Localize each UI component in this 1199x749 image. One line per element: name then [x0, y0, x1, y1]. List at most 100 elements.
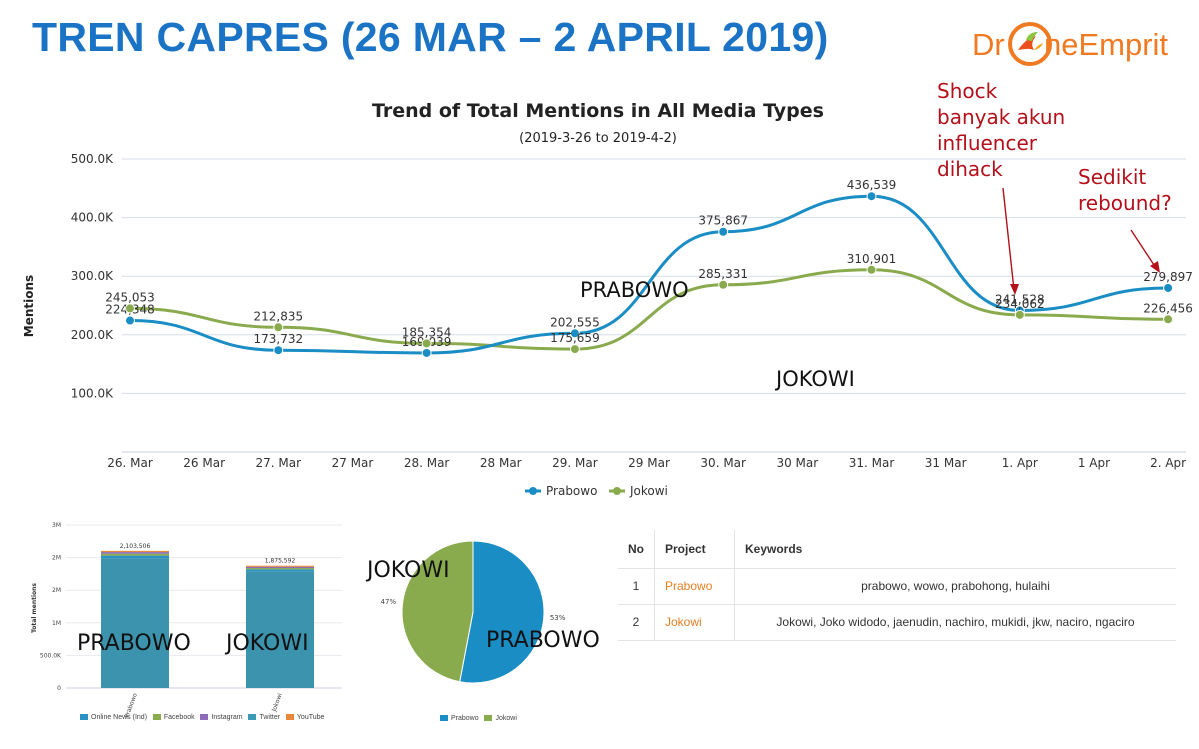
data-label: 173,732 [253, 332, 303, 346]
pie-jokowi-label: JOKOWI [367, 558, 450, 583]
logo-text-right: neEmprit [1044, 27, 1169, 62]
data-label: 436,539 [847, 178, 897, 192]
cell-no: 2 [618, 604, 655, 641]
pie-slice-label: 53% [550, 614, 566, 622]
legend-online-news: Online News (Ind) [80, 714, 147, 721]
rebound-arrowhead [1150, 261, 1160, 273]
x-tick-label: 30. Mar [700, 456, 746, 470]
logo-text-left: Dr [972, 27, 1005, 62]
bar-segment-facebook [101, 553, 169, 556]
bar-legend: Online News (Ind) Facebook Instagram Twi… [80, 714, 324, 721]
data-point [866, 264, 877, 275]
data-label: 241,528 [995, 292, 1045, 306]
x-tick-label: 26 Mar [183, 456, 225, 470]
col-keywords: Keywords [734, 530, 1176, 569]
cell-keywords: Jokowi, Joko widodo, jaenudin, nachiro, … [734, 604, 1176, 641]
bar-y-tick: 1M [52, 620, 61, 627]
legend-instagram: Instagram [200, 714, 243, 721]
pie-legend: Prabowo Jokowi [440, 715, 517, 722]
y-tick-label: 400.0K [71, 211, 114, 225]
line-chart-title: Trend of Total Mentions in All Media Typ… [372, 100, 824, 122]
data-point [1163, 314, 1174, 325]
x-tick-label: 31. Mar [849, 456, 895, 470]
drone-bird-icon [1008, 22, 1052, 66]
data-label: 375,867 [698, 214, 748, 228]
x-tick-label: 30 Mar [776, 456, 818, 470]
bar-segment-facebook [246, 568, 314, 570]
data-point [718, 279, 729, 290]
data-point [421, 347, 432, 358]
keywords-table: No Project Keywords 1 Prabowo prabowo, w… [618, 530, 1176, 641]
data-point [569, 344, 580, 355]
rebound-annotation: Sedikit rebound? [1078, 165, 1172, 215]
table-row: 1 Prabowo prabowo, wowo, prabohong, hula… [618, 568, 1176, 605]
data-label: 226,456 [1143, 301, 1193, 315]
legend-label-prabowo: Prabowo [546, 484, 597, 498]
bar-segment-online-news-ind- [246, 569, 314, 572]
shock-annotation: Shock banyak akun influencer dihack [937, 79, 1066, 181]
pie-slice-label: 47% [381, 598, 397, 606]
legend-jokowi: Jokowi [484, 715, 517, 722]
x-tick-label: 29 Mar [628, 456, 670, 470]
data-label: 185,354 [402, 325, 452, 339]
cell-project: Jokowi [654, 604, 735, 641]
x-tick-label: 29. Mar [552, 456, 598, 470]
bar-y-tick: 0 [57, 685, 61, 692]
data-point [866, 191, 877, 202]
x-tick-label: 26. Mar [107, 456, 153, 470]
cell-keywords: prabowo, wowo, prabohong, hulaihi [734, 568, 1176, 605]
data-label: 202,555 [550, 315, 600, 329]
data-point [421, 338, 432, 349]
bar-y-axis-label: Total mentions [31, 583, 38, 633]
data-point [273, 345, 284, 356]
bar-segment-online-news-ind- [101, 555, 169, 559]
y-tick-label: 300.0K [71, 269, 114, 283]
drone-emprit-logo: Dr neEmprit [972, 22, 1176, 70]
x-tick-label: 1. Apr [1002, 456, 1038, 470]
legend-facebook: Facebook [152, 714, 195, 721]
data-point [125, 303, 135, 314]
data-point [1014, 309, 1025, 320]
data-label: 212,835 [253, 309, 303, 323]
data-label: 245,053 [105, 290, 155, 304]
bar-segment-youtube [101, 550, 169, 553]
x-tick-label: 28 Mar [480, 456, 522, 470]
series-line-prabowo [129, 194, 1169, 355]
shock-arrow [1002, 187, 1015, 291]
x-tick-label: 27. Mar [256, 456, 302, 470]
x-tick-label: 27 Mar [332, 456, 374, 470]
line-chart-subtitle: (2019-3-26 to 2019-4-2) [519, 131, 677, 146]
cell-no: 1 [618, 568, 655, 605]
shock-arrowhead [1010, 284, 1019, 295]
rebound-arrow [1130, 229, 1157, 269]
legend-youtube: YouTube [285, 714, 324, 721]
legend-label-jokowi: Jokowi [629, 484, 668, 498]
pie-slice-jokowi [401, 540, 474, 683]
bar-segment-instagram [101, 552, 169, 554]
jokowi-line-label: JOKOWI [776, 367, 855, 391]
legend-twitter: Twitter [248, 714, 280, 721]
data-point [273, 322, 284, 333]
data-point [1163, 282, 1174, 293]
col-project: Project [654, 530, 735, 569]
data-point [718, 226, 729, 237]
bar-segment-instagram [246, 566, 314, 569]
data-point [569, 328, 580, 339]
y-tick-label: 100.0K [71, 386, 114, 400]
data-label: 279,897 [1143, 270, 1193, 284]
bar-total-label: 2,103,506 [120, 543, 151, 550]
data-label: 310,901 [847, 252, 897, 266]
bar-segment-twitter [101, 558, 169, 688]
legend-marker [529, 487, 537, 495]
table-header-row: No Project Keywords [618, 530, 1176, 569]
bar-jokowi-label: JOKOWI [226, 631, 309, 656]
bar-segment-twitter [246, 571, 314, 688]
bar-y-tick: 500.0K [40, 652, 62, 659]
page-title: TREN CAPRES (26 MAR – 2 APRIL 2019) [32, 14, 829, 60]
table-row: 2 Jokowi Jokowi, Joko widodo, jaenudin, … [618, 604, 1176, 641]
y-tick-label: 500.0K [71, 152, 114, 166]
bar-total-label: 1,875,592 [265, 558, 296, 565]
bar-category-label: Jokowi [270, 692, 284, 713]
bar-y-tick: 2M [52, 587, 61, 594]
